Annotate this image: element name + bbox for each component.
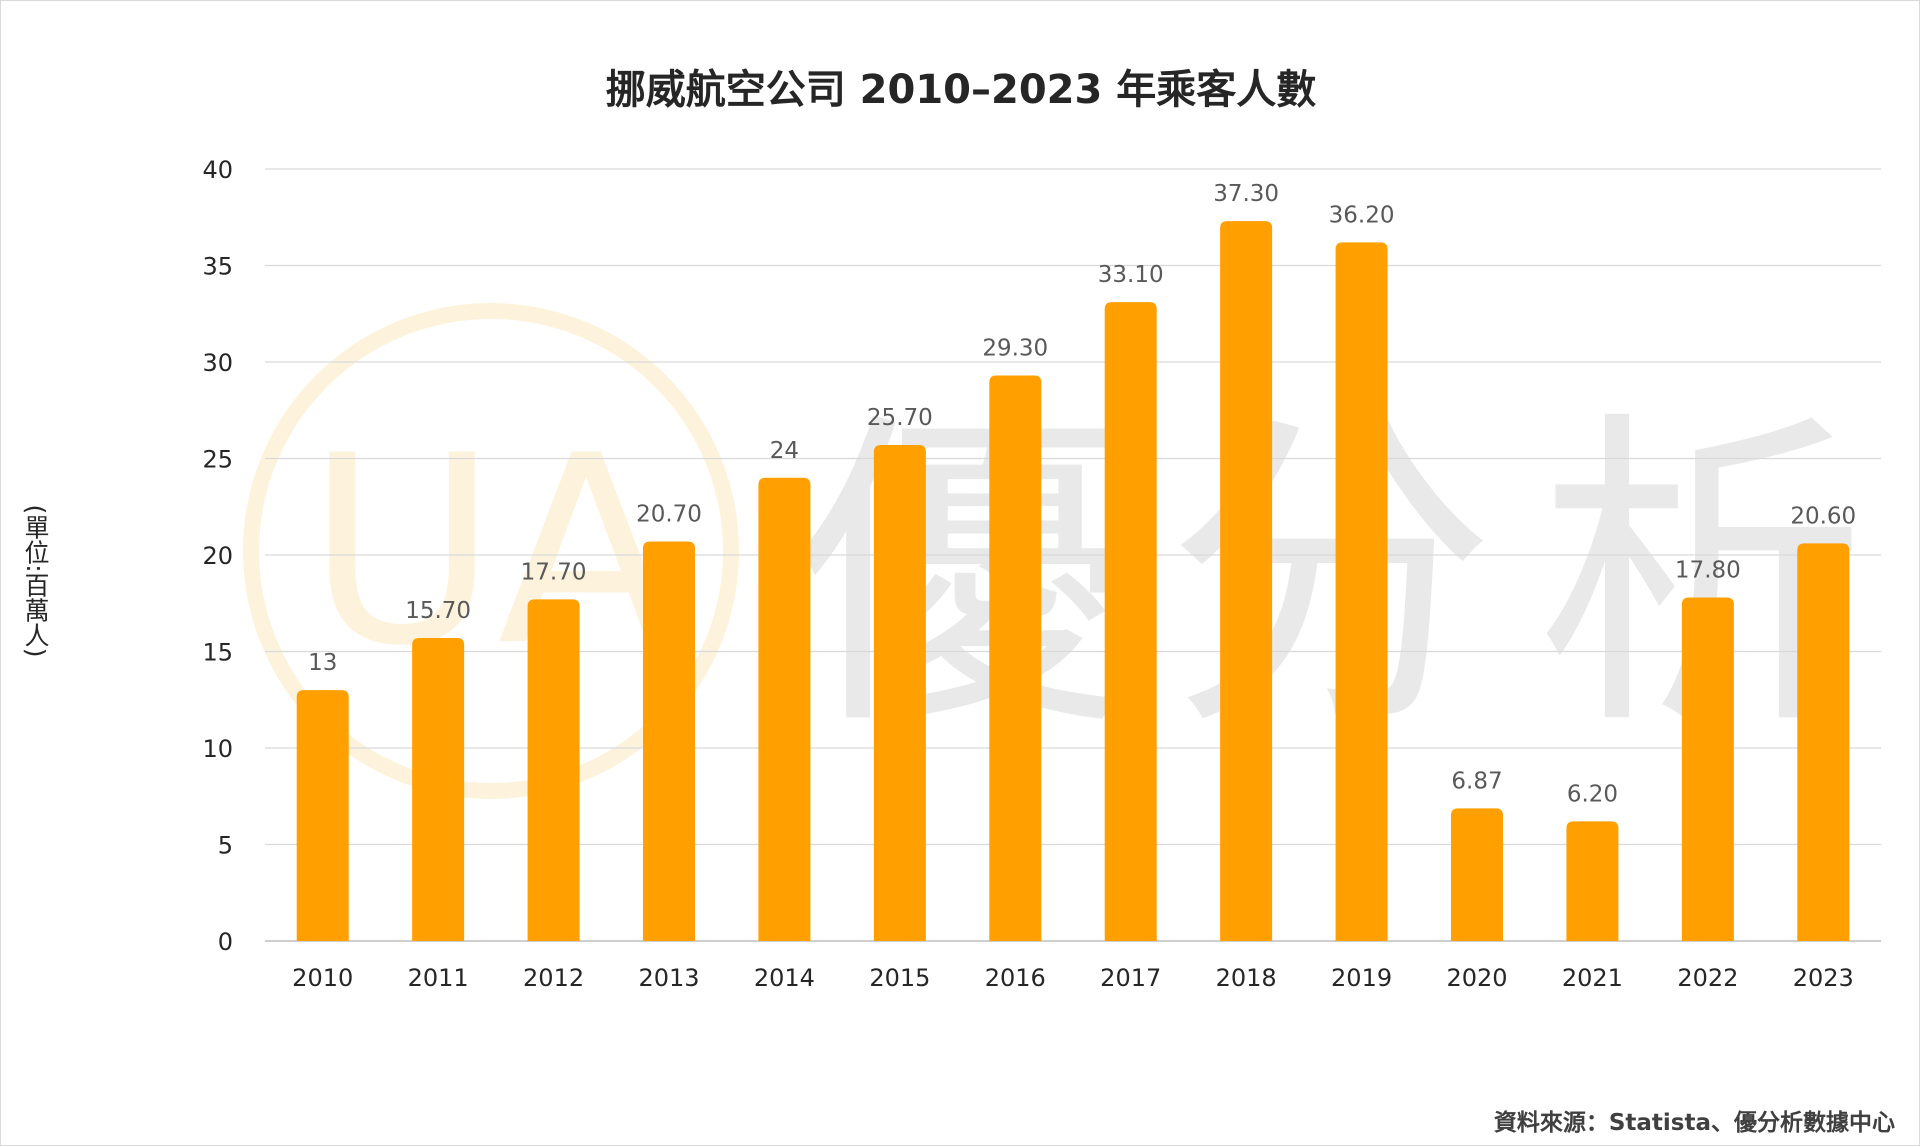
x-axis-ticks: 2010 2011 2012 2013 2014 2015 2016 2017 2018 2019… <box>292 964 1854 992</box>
bar-2010 <box>296 690 349 941</box>
bar-2011 <box>412 637 465 941</box>
watermark-logo-letters: UA <box>307 401 676 703</box>
data-label-2017: 33.10 <box>1098 262 1164 288</box>
data-label-2011: 15.70 <box>405 598 471 624</box>
x-tick-label-2011: 2011 <box>408 964 469 992</box>
data-label-2010: 13 <box>308 650 337 676</box>
data-label-2016: 29.30 <box>982 336 1048 362</box>
bar-2015 <box>873 444 926 941</box>
y-tick-label: 10 <box>202 735 233 763</box>
y-tick-label: 25 <box>202 446 233 474</box>
bar-2016 <box>989 375 1042 941</box>
bar-2014 <box>758 477 811 941</box>
bar-2019 <box>1335 242 1388 942</box>
bar-2018 <box>1220 221 1273 942</box>
x-tick-label-2017: 2017 <box>1100 964 1161 992</box>
x-tick-label-2021: 2021 <box>1562 964 1623 992</box>
y-axis-ticks: 0 5 10 15 20 25 30 35 40 <box>202 156 233 956</box>
y-tick-label: 30 <box>202 349 233 377</box>
y-tick-label: 15 <box>202 639 233 667</box>
data-label-2012: 17.70 <box>521 559 587 585</box>
x-tick-label-2018: 2018 <box>1216 964 1277 992</box>
x-tick-label-2019: 2019 <box>1331 964 1392 992</box>
bar-2013 <box>643 541 695 941</box>
x-tick-label-2016: 2016 <box>985 964 1046 992</box>
y-tick-label: 0 <box>218 928 233 956</box>
x-tick-label-2012: 2012 <box>523 964 584 992</box>
data-label-2020: 6.87 <box>1451 768 1502 794</box>
gridlines <box>265 168 1881 942</box>
bar-2021 <box>1566 821 1619 941</box>
bar-2020 <box>1451 808 1503 941</box>
y-tick-label: 20 <box>202 542 233 570</box>
watermark-ring <box>243 303 739 799</box>
source-note: 資料來源：Statista、優分析數據中心 <box>1493 1110 1895 1136</box>
bar-2012 <box>527 599 580 941</box>
x-tick-label-2014: 2014 <box>754 964 815 992</box>
data-label-2015: 25.70 <box>867 405 933 431</box>
x-tick-label-2023: 2023 <box>1793 964 1854 992</box>
x-tick-label-2015: 2015 <box>869 964 930 992</box>
y-tick-label: 35 <box>202 253 233 281</box>
y-tick-label: 5 <box>218 832 233 860</box>
data-label-2022: 17.80 <box>1675 557 1741 583</box>
chart-title: 挪威航空公司 2010–2023 年乘客人數 <box>605 67 1317 113</box>
x-tick-label-2010: 2010 <box>292 964 353 992</box>
data-label-2019: 36.20 <box>1329 202 1395 228</box>
x-tick-label-2022: 2022 <box>1677 964 1738 992</box>
bar-2023 <box>1797 543 1850 941</box>
data-label-2014: 24 <box>770 438 799 464</box>
bars <box>296 221 1850 942</box>
data-label-2023: 20.60 <box>1790 503 1856 529</box>
y-axis-label: (單位:百萬人) <box>21 504 50 658</box>
x-tick-label-2020: 2020 <box>1446 964 1507 992</box>
y-tick-label: 40 <box>202 156 233 184</box>
data-label-2018: 37.30 <box>1213 181 1279 207</box>
bar-2017 <box>1104 302 1157 941</box>
x-tick-label-2013: 2013 <box>638 964 699 992</box>
data-labels: 13 15.70 17.70 20.70 24 25.70 29.30 33.10 37.30 3… <box>308 181 1856 807</box>
data-label-2021: 6.20 <box>1567 781 1618 807</box>
watermark: UA 優分析 <box>243 303 1866 799</box>
bar-2022 <box>1681 597 1734 941</box>
data-label-2013: 20.70 <box>636 501 702 527</box>
